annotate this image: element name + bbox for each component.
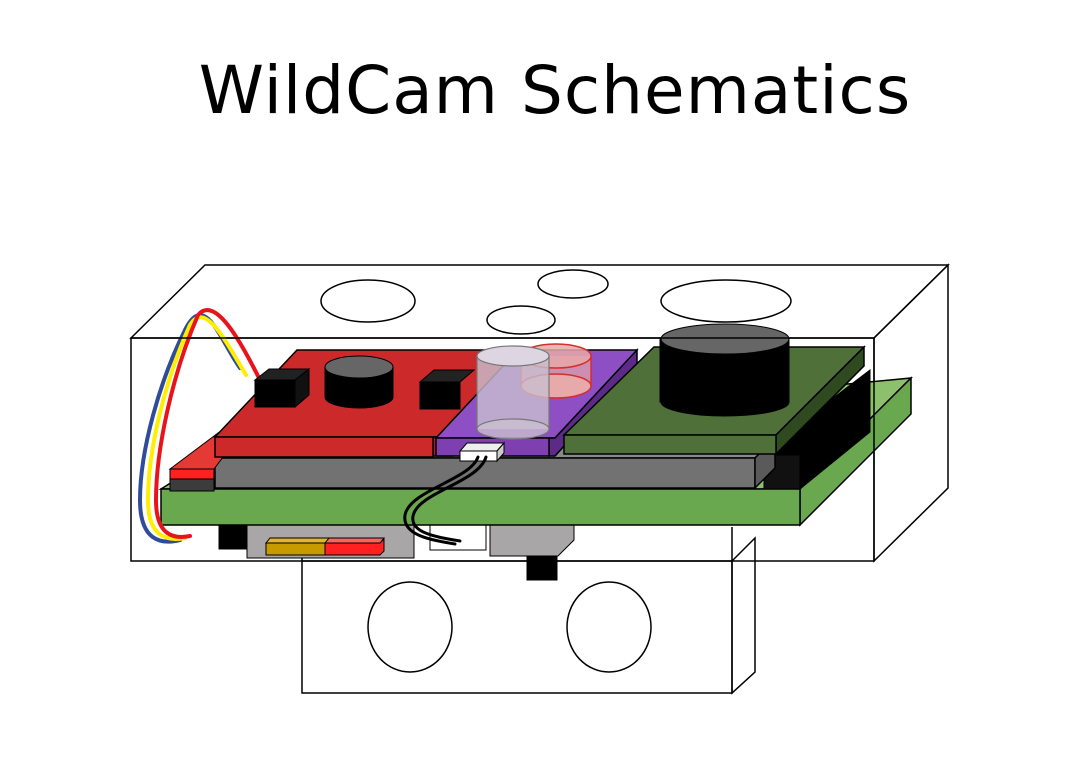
black-pin xyxy=(526,555,558,581)
enclosure-front xyxy=(130,337,875,562)
base-board-front xyxy=(160,488,801,526)
gray-module xyxy=(489,521,575,557)
clear-cylinder xyxy=(476,345,550,440)
top-hole-3 xyxy=(486,305,556,335)
red-board-front xyxy=(214,436,434,458)
batteries xyxy=(264,537,386,556)
black-wire xyxy=(403,455,488,546)
top-hole-4 xyxy=(660,279,792,323)
lens-top xyxy=(660,323,790,355)
red-cylinder-top xyxy=(324,355,394,379)
lens-hole-right xyxy=(566,581,652,673)
lens-hole-left xyxy=(367,581,453,673)
lower-housing-lens-holes xyxy=(367,581,652,673)
wire-bundle xyxy=(137,308,262,544)
top-hole-1 xyxy=(320,279,416,323)
wire-yellow xyxy=(145,315,248,541)
page-title: WildCam Schematics xyxy=(198,52,912,129)
top-hole-2 xyxy=(537,269,609,299)
enclosure-top-holes xyxy=(320,269,792,335)
green-board-lens xyxy=(659,323,790,417)
green-board-front xyxy=(563,434,777,455)
wire-red xyxy=(153,308,262,539)
jst-connector xyxy=(458,441,506,463)
red-board-components xyxy=(253,355,476,410)
under-black-block-left xyxy=(218,521,250,550)
